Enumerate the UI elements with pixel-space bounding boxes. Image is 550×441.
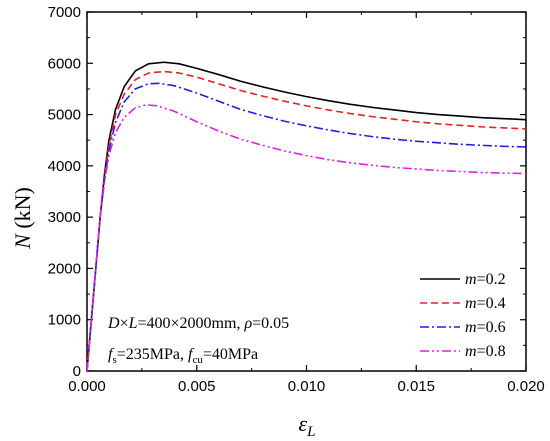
x-axis-symbol: ε (298, 411, 307, 436)
series-line-3 (86, 82, 527, 372)
legend-label: m=0.6 (465, 319, 506, 336)
series-layer (86, 61, 527, 372)
y-tick-label: 6000 (48, 55, 81, 72)
legend-label: m=0.8 (465, 343, 506, 360)
x-axis-ticks: 0.000 0.005 0.010 0.015 0.020 (68, 12, 545, 395)
legend-label-var: m (465, 319, 477, 336)
y-tick-label: 5000 (48, 107, 81, 124)
x-tick-label: 0.000 (68, 378, 106, 395)
legend-label-var: m (465, 343, 477, 360)
annotation-line-1: D×L=400×2000mm, ρ=0.05 (107, 315, 289, 332)
x-tick-label: 0.005 (178, 378, 216, 395)
legend-label: m=0.4 (465, 295, 506, 312)
annotation-line-2: fs=235MPa, fcu=40MPa (108, 346, 258, 366)
legend-label-value: =0.2 (477, 271, 506, 288)
x-axis-subscript: L (306, 424, 315, 440)
x-tick-label: 0.010 (288, 378, 326, 395)
y-tick-label: 1000 (48, 312, 81, 329)
y-tick-label: 2000 (48, 260, 81, 277)
series-line-4 (86, 104, 527, 372)
y-tick-label: 3000 (48, 209, 81, 226)
x-tick-label: 0.015 (397, 378, 435, 395)
legend-label-value: =0.8 (477, 343, 506, 360)
annotation: D×L=400×2000mm, ρ=0.05 fs=235MPa, fcu=40… (107, 315, 289, 366)
legend-label-value: =0.4 (477, 295, 506, 312)
legend-label-value: =0.6 (477, 319, 506, 336)
legend: m=0.2m=0.4m=0.6m=0.8 (420, 271, 506, 360)
legend-label-var: m (465, 271, 477, 288)
y-axis-unit: (kN) (10, 187, 35, 234)
legend-label: m=0.2 (465, 271, 506, 288)
y-axis-ticks: 0 1000 2000 3000 4000 5000 6000 7000 (48, 4, 526, 380)
y-axis-title: N (kN) (10, 187, 35, 250)
x-axis-title: εL (298, 411, 315, 440)
y-tick-label: 0 (73, 363, 81, 380)
y-tick-label: 7000 (48, 4, 81, 21)
y-axis-symbol: N (10, 233, 35, 250)
legend-label-var: m (465, 295, 477, 312)
y-tick-label: 4000 (48, 158, 81, 175)
x-tick-label: 0.020 (507, 378, 545, 395)
